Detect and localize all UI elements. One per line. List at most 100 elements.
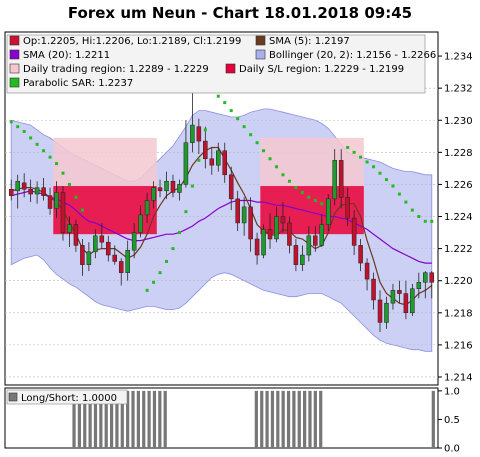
psar-dot-27 <box>184 210 188 214</box>
psar-dot-8 <box>61 171 65 175</box>
psar-dot-6 <box>48 155 52 159</box>
psar-dot-34 <box>229 109 233 113</box>
candle-body-58 <box>384 302 389 323</box>
psar-dot-58 <box>384 178 388 182</box>
legend-label-longshort: Long/Short: 1.0000 <box>21 393 117 404</box>
candle-body-54 <box>358 245 363 264</box>
psar-dot-40 <box>268 157 272 161</box>
longshort-bar-56 <box>308 390 312 448</box>
psar-dot-45 <box>300 190 304 194</box>
candle-body-12 <box>86 251 92 265</box>
candle-body-8 <box>60 192 66 233</box>
legend: Op:1.2205, Hi:1.2206, Lo:1.2189, Cl:1.21… <box>6 34 436 94</box>
longshort-bar-29 <box>163 390 167 448</box>
psar-dot-37 <box>249 133 253 137</box>
psar-dot-26 <box>177 231 181 235</box>
longshort-bar-50 <box>276 390 280 448</box>
candle-body-35 <box>235 198 240 224</box>
candle-body-57 <box>377 299 383 323</box>
psar-dot-47 <box>313 198 317 202</box>
psar-dot-54 <box>359 155 363 159</box>
legend-swatch-ohlc <box>9 35 20 46</box>
legend-label-bollinger: Bollinger (20, 2): 1.2156 - 1.2266 <box>269 50 436 61</box>
candle-body-33 <box>222 150 227 176</box>
longshort-bar-53 <box>292 390 296 448</box>
candle-body-65 <box>429 272 435 283</box>
candle-body-31 <box>209 158 215 166</box>
psar-dot-59 <box>391 184 395 188</box>
candle-body-2 <box>21 182 27 190</box>
psar-dot-38 <box>255 141 259 145</box>
candle-body-41 <box>274 216 279 240</box>
longshort-bar-51 <box>281 390 285 448</box>
longshort-bar-46 <box>254 390 258 448</box>
candle-body-10 <box>73 224 79 246</box>
candle-body-44 <box>293 245 299 265</box>
legend-label-daily_trading: Daily trading region: 1.2289 - 1.2229 <box>23 64 209 75</box>
candle-body-5 <box>41 187 46 196</box>
psar-dot-41 <box>274 165 278 169</box>
psar-dot-35 <box>236 117 240 121</box>
candle-body-14 <box>99 235 105 243</box>
legend-swatch-longshort <box>8 392 18 402</box>
psar-dot-28 <box>190 184 194 188</box>
candle-body-1 <box>15 180 20 192</box>
legend-swatch-psar <box>9 77 20 88</box>
psar-dot-29 <box>197 158 201 162</box>
longshort-bar-18 <box>104 390 108 448</box>
candle-body-64 <box>423 272 428 283</box>
candle-body-13 <box>93 235 98 253</box>
y-tick-label-1: 1.216 <box>444 340 473 351</box>
psar-dot-21 <box>145 288 149 292</box>
candle-body-11 <box>80 245 85 265</box>
longshort-bar-20 <box>115 390 119 448</box>
candle-body-18 <box>125 249 130 273</box>
candle-body-51 <box>338 160 344 198</box>
candle-body-19 <box>131 232 137 251</box>
longshort-bar-19 <box>109 390 114 448</box>
y-tick-label-0: 1.214 <box>444 372 473 383</box>
longshort-bar-58 <box>319 390 323 448</box>
y-tick-label-10: 1.234 <box>444 52 473 63</box>
candle-body-52 <box>345 197 350 219</box>
legend-label-psar: Parabolic SAR: 1.2237 <box>23 78 133 89</box>
legend-swatch-sma20 <box>9 49 20 60</box>
legend-swatch-bollinger <box>255 49 266 60</box>
longshort-bar-49 <box>270 390 275 448</box>
longshort-bar-12 <box>72 390 76 448</box>
candle-body-50 <box>332 160 337 200</box>
candle-body-17 <box>118 261 124 273</box>
candle-body-9 <box>67 224 72 233</box>
psar-dot-2 <box>22 129 26 133</box>
psar-dot-55 <box>365 160 369 164</box>
y-tick-label-7: 1.228 <box>444 148 473 159</box>
psar-dot-56 <box>372 165 376 169</box>
longshort-bar-24 <box>136 390 140 448</box>
psar-dot-22 <box>152 280 156 284</box>
candle-body-34 <box>228 174 234 200</box>
candle-body-37 <box>248 206 253 240</box>
longshort-bar-48 <box>265 390 269 448</box>
candle-body-39 <box>261 229 266 256</box>
candle-body-46 <box>306 235 312 256</box>
candle-body-28 <box>190 124 195 143</box>
longshort-bar-25 <box>142 390 146 448</box>
candle-body-60 <box>397 290 402 294</box>
candle-body-32 <box>216 150 221 166</box>
sub-y-tick-label-1: 0.5 <box>444 415 460 426</box>
longshort-bar-22 <box>126 390 130 448</box>
psar-dot-32 <box>216 94 220 98</box>
candle-body-22 <box>151 187 156 201</box>
longshort-bar-21 <box>120 390 124 448</box>
y-tick-label-3: 1.220 <box>444 276 473 287</box>
candle-body-23 <box>157 187 163 192</box>
candle-body-53 <box>351 217 357 246</box>
candle-body-59 <box>390 290 396 304</box>
sub-y-tick-label-2: 1.0 <box>444 386 460 397</box>
longshort-bar-55 <box>303 390 307 448</box>
candle-body-63 <box>416 282 422 289</box>
psar-dot-44 <box>294 186 298 190</box>
psar-dot-63 <box>417 215 421 219</box>
candle-body-36 <box>241 206 247 224</box>
psar-dot-48 <box>320 202 324 206</box>
